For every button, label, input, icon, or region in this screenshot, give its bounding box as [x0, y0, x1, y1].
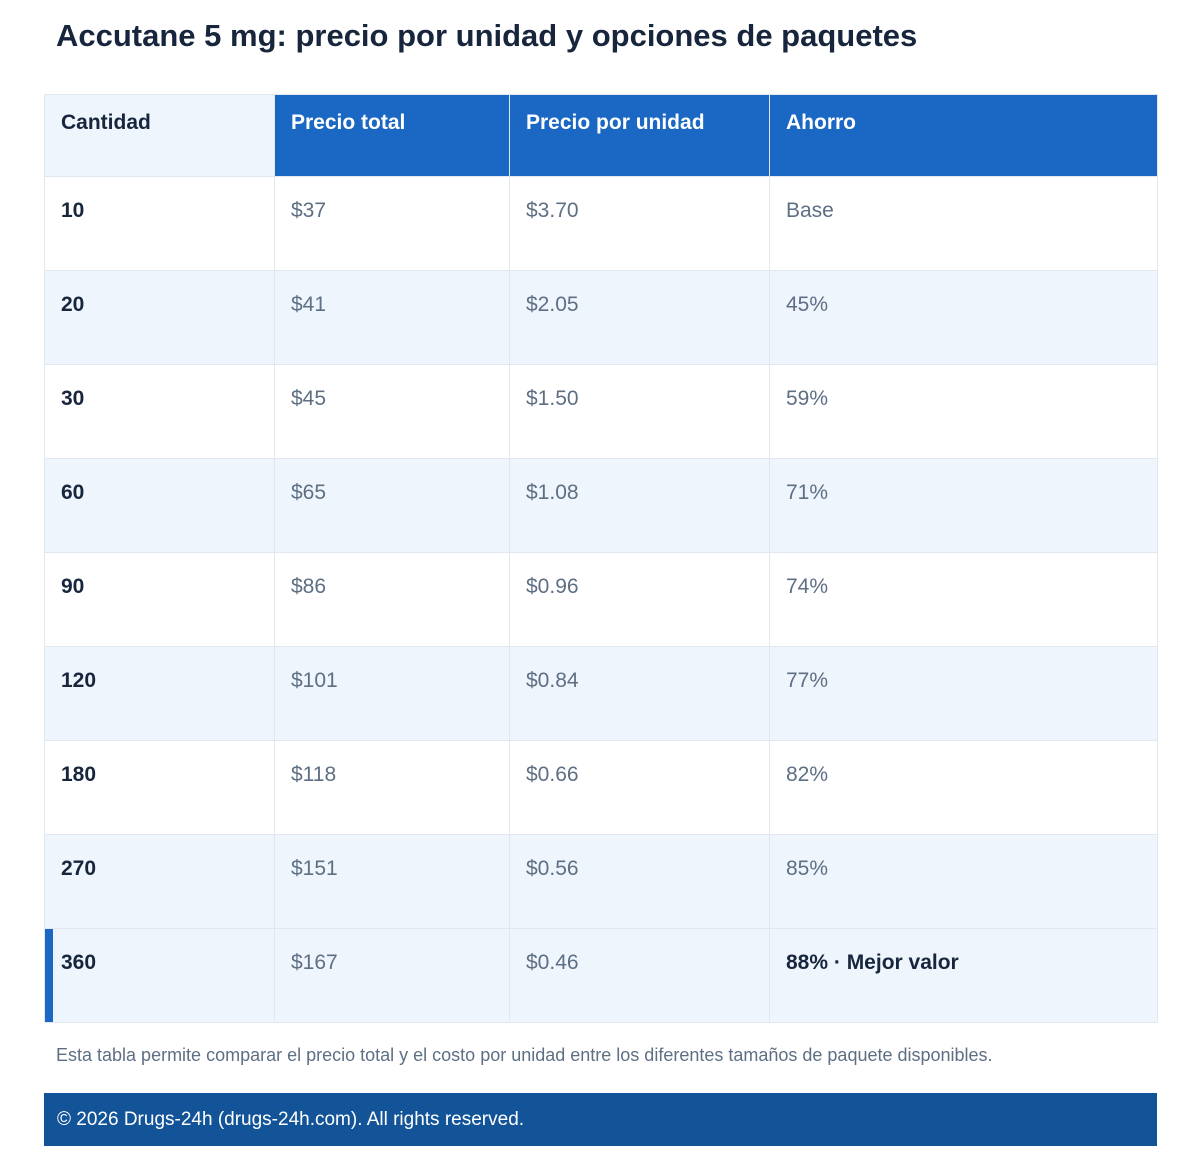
table-header-row: Cantidad Precio total Precio por unidad …: [44, 94, 1158, 177]
table-note: Esta tabla permite comparar el precio to…: [56, 1045, 993, 1065]
unit-price-cell: $0.96: [509, 552, 770, 647]
total-price-cell: $118: [274, 740, 510, 835]
table-row: 120 $101 $0.84 77%: [44, 646, 1158, 741]
saving-cell: Base: [769, 176, 1158, 271]
table-row: 60 $65 $1.08 71%: [44, 458, 1158, 553]
page-title: Accutane 5 mg: precio por unidad y opcio…: [56, 18, 918, 53]
quantity-cell: 360: [44, 928, 275, 1023]
table-row: 180 $118 $0.66 82%: [44, 740, 1158, 835]
saving-cell: 74%: [769, 552, 1158, 647]
unit-price-cell: $0.84: [509, 646, 770, 741]
quantity-cell: 270: [44, 834, 275, 929]
unit-price-cell: $1.50: [509, 364, 770, 459]
saving-cell: 59%: [769, 364, 1158, 459]
table-row: 10 $37 $3.70 Base: [44, 176, 1158, 271]
copyright-text: © 2026 Drugs-24h (drugs-24h.com). All ri…: [57, 1109, 525, 1130]
quantity-cell: 120: [44, 646, 275, 741]
saving-cell: 85%: [769, 834, 1158, 929]
unit-price-cell: $2.05: [509, 270, 770, 365]
table-row-best-value: 360 $167 $0.46 88% · Mejor valor: [44, 928, 1158, 1023]
table-row: 90 $86 $0.96 74%: [44, 552, 1158, 647]
quantity-cell: 10: [44, 176, 275, 271]
table-row: 30 $45 $1.50 59%: [44, 364, 1158, 459]
footer: © 2026 Drugs-24h (drugs-24h.com). All ri…: [44, 1093, 1157, 1146]
table-row: 270 $151 $0.56 85%: [44, 834, 1158, 929]
quantity-cell: 180: [44, 740, 275, 835]
total-price-cell: $167: [274, 928, 510, 1023]
quantity-cell: 90: [44, 552, 275, 647]
header-total-price: Precio total: [274, 94, 510, 177]
saving-cell: 77%: [769, 646, 1158, 741]
saving-cell: 71%: [769, 458, 1158, 553]
quantity-cell: 60: [44, 458, 275, 553]
header-saving: Ahorro: [769, 94, 1158, 177]
unit-price-cell: $1.08: [509, 458, 770, 553]
total-price-cell: $37: [274, 176, 510, 271]
unit-price-cell: $0.56: [509, 834, 770, 929]
saving-cell: 45%: [769, 270, 1158, 365]
total-price-cell: $65: [274, 458, 510, 553]
total-price-cell: $45: [274, 364, 510, 459]
header-quantity: Cantidad: [44, 94, 275, 177]
unit-price-cell: $0.66: [509, 740, 770, 835]
total-price-cell: $101: [274, 646, 510, 741]
total-price-cell: $86: [274, 552, 510, 647]
price-table: Cantidad Precio total Precio por unidad …: [44, 94, 1158, 1023]
total-price-cell: $151: [274, 834, 510, 929]
table-row: 20 $41 $2.05 45%: [44, 270, 1158, 365]
unit-price-cell: $3.70: [509, 176, 770, 271]
total-price-cell: $41: [274, 270, 510, 365]
quantity-cell: 30: [44, 364, 275, 459]
saving-cell: 82%: [769, 740, 1158, 835]
quantity-cell: 20: [44, 270, 275, 365]
header-unit-price: Precio por unidad: [509, 94, 770, 177]
saving-cell-best-value: 88% · Mejor valor: [769, 928, 1158, 1023]
unit-price-cell: $0.46: [509, 928, 770, 1023]
